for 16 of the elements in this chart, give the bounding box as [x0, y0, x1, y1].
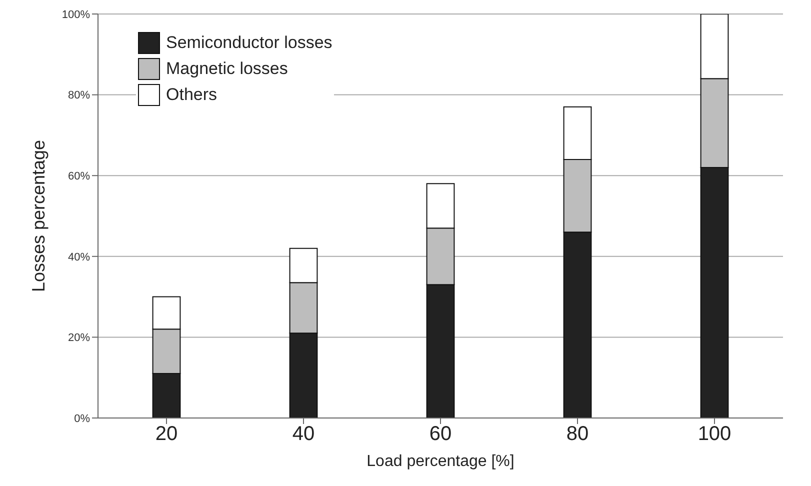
legend-label: Others [166, 85, 218, 105]
x-tick-label: 80 [566, 423, 589, 446]
legend-label: Semiconductor losses [166, 33, 332, 53]
legend-label: Magnetic losses [166, 59, 288, 79]
y-tick-label: 0% [74, 412, 90, 425]
y-tick-label: 80% [68, 90, 90, 102]
y-tick-label: 20% [68, 332, 90, 344]
x-axis-title: Load percentage [%] [366, 453, 514, 470]
y-axis-title: Losses percentage [28, 140, 48, 292]
x-tick-label: 40 [292, 423, 315, 446]
x-tick-label: 100 [698, 423, 732, 446]
y-tick-label: 100% [62, 8, 90, 21]
x-tick-label: 20 [155, 423, 178, 446]
y-tick-label: 60% [68, 170, 90, 183]
x-tick-label: 60 [429, 423, 452, 446]
y-tick-label: 40% [68, 251, 90, 264]
